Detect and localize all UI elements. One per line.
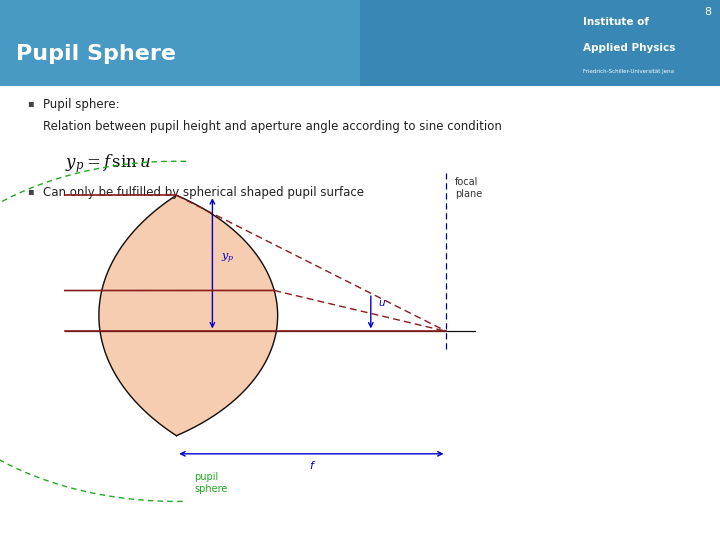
- Text: Institute of: Institute of: [583, 17, 649, 28]
- Text: f: f: [310, 461, 313, 471]
- Text: $y_p$: $y_p$: [221, 252, 235, 266]
- Text: pupil
sphere: pupil sphere: [194, 472, 228, 494]
- FancyBboxPatch shape: [360, 0, 720, 86]
- Text: focal
plane: focal plane: [455, 177, 482, 199]
- Text: Applied Physics: Applied Physics: [583, 43, 675, 53]
- Polygon shape: [99, 195, 278, 436]
- Text: u: u: [378, 298, 384, 308]
- Text: ▪: ▪: [27, 186, 34, 196]
- Text: Can only be fulfilled by spherical shaped pupil surface: Can only be fulfilled by spherical shape…: [43, 186, 364, 199]
- FancyBboxPatch shape: [0, 0, 720, 86]
- Text: ▪: ▪: [27, 98, 34, 108]
- Text: Relation between pupil height and aperture angle according to sine condition: Relation between pupil height and apertu…: [43, 120, 502, 133]
- Text: Friedrich-Schiller-Universität Jena: Friedrich-Schiller-Universität Jena: [583, 69, 675, 74]
- Text: Pupil Sphere: Pupil Sphere: [16, 44, 176, 64]
- Text: Pupil sphere:: Pupil sphere:: [43, 98, 120, 111]
- Text: 8: 8: [704, 7, 711, 17]
- Text: $y_p = f\,\mathrm{sin}\,u$: $y_p = f\,\mathrm{sin}\,u$: [65, 152, 150, 175]
